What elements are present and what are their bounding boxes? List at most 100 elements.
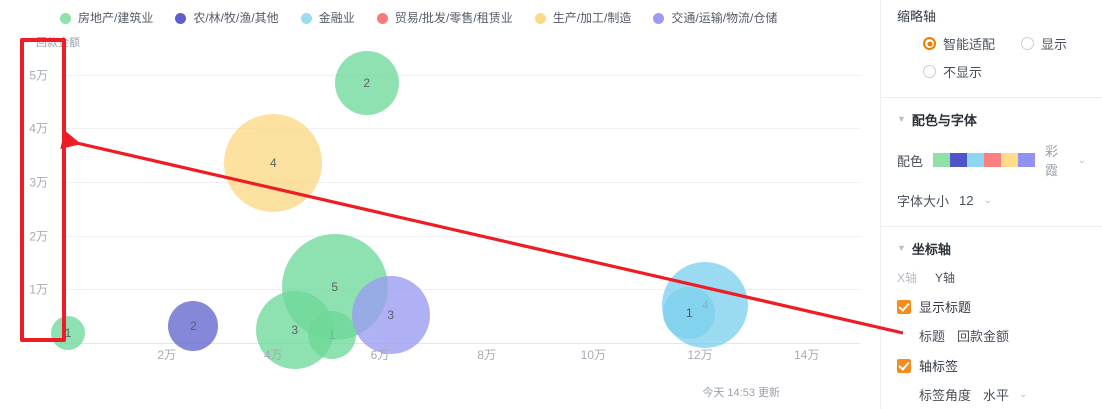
axis-title: 坐标轴 (911, 242, 951, 257)
bubble-label: 1 (685, 305, 693, 320)
x-tick-label: 6万 (370, 348, 390, 362)
palette-swatch (933, 153, 951, 167)
axis-header[interactable]: ▼ 坐标轴 (897, 239, 1086, 258)
axis-label-row[interactable]: 轴标签 (897, 356, 1086, 375)
zoom-axis-options-row-2: 不显示 (897, 62, 1086, 81)
font-size-row[interactable]: 字体大小 12 ⌄ (897, 191, 1086, 210)
palette-label: 配色 (897, 153, 924, 169)
x-axis-line (60, 343, 860, 344)
bubble-chart: 房地产/建筑业 农/林/牧/渔/其他 金融业 贸易/批发/零售/租赁业 生产/加工/制造… (29, 8, 860, 399)
bubble-label: 2 (189, 318, 197, 333)
palette-swatch (950, 153, 968, 167)
radio-icon-hide[interactable] (923, 65, 936, 78)
legend-color-dot-icon (175, 12, 187, 24)
bubble-label: 5 (331, 279, 338, 294)
x-tick-label: 14万 (793, 348, 820, 362)
chevron-down-icon[interactable]: ⌄ (983, 195, 992, 206)
legend-color-dot-icon (534, 12, 546, 24)
x-tick-label: 8万 (477, 348, 496, 362)
title-field-label: 标题 (919, 329, 946, 344)
divider-1 (881, 97, 1102, 98)
bubble-point[interactable]: 2 (168, 300, 219, 351)
x-tick-label: 10万 (580, 348, 607, 362)
show-title-row[interactable]: 显示标题 (897, 297, 1086, 316)
gridline (60, 128, 860, 130)
zoom-axis-title: 缩略轴 (897, 9, 937, 24)
chart-legend: 房地产/建筑业 农/林/牧/渔/其他 金融业 贸易/批发/零售/租赁业 生产/加工/制造… (60, 8, 860, 28)
font-size-value: 12 (959, 193, 974, 208)
gridline (60, 182, 860, 184)
show-title-label: 显示标题 (919, 300, 972, 315)
legend-label: 金融业 (318, 11, 355, 25)
title-field-value[interactable]: 回款金额 (957, 329, 1010, 344)
radio-label-show: 显示 (1041, 37, 1068, 52)
settings-panel: 缩略轴 智能适配 显示 不显示 ▼ (880, 0, 1102, 409)
x-tick-label: 2万 (157, 348, 176, 362)
legend-item-1[interactable]: 农/林/牧/渔/其他 (175, 11, 279, 25)
chevron-down-icon[interactable]: ⌄ (1019, 389, 1028, 400)
x-tick-label: 4万 (263, 348, 283, 362)
checkbox-show-title[interactable] (897, 299, 911, 314)
title-field-row[interactable]: 标题 回款金额 (897, 326, 1086, 345)
bubble-point[interactable]: 1 (663, 286, 716, 339)
update-timestamp: 今天 14:53 更新 (702, 387, 780, 399)
colors-fonts-section: ▼ 配色与字体 配色 彩霞 ⌄ 字体大小 12 ⌄ (881, 98, 1102, 210)
font-size-label: 字体大小 (897, 194, 950, 209)
radio-icon-show[interactable] (1021, 37, 1035, 50)
bubble-point[interactable]: 4 (224, 114, 323, 213)
radio-option-hide[interactable]: 不显示 (923, 62, 982, 81)
palette-swatch (967, 153, 985, 167)
palette-row[interactable]: 配色 彩霞 ⌄ (897, 141, 1086, 179)
y-tick-label: 2万 (29, 229, 48, 244)
chevron-down-icon[interactable]: ▼ (897, 114, 906, 124)
zoom-axis-options-row-1: 智能适配 显示 (897, 34, 1086, 53)
bubble-point[interactable]: 2 (334, 50, 399, 115)
palette-swatches[interactable] (933, 153, 1036, 167)
chevron-down-icon[interactable]: ▼ (897, 243, 906, 253)
label-angle-label: 标签角度 (919, 388, 972, 403)
axis-tabs: X轴 Y轴 (897, 269, 1086, 286)
legend-item-0[interactable]: 房地产/建筑业 (60, 12, 153, 24)
label-angle-row[interactable]: 标签角度 水平 ⌄ (897, 385, 1086, 404)
y-tick-label: 5万 (29, 68, 48, 83)
radio-option-show[interactable]: 显示 (1021, 34, 1067, 53)
checkbox-axis-label[interactable] (897, 358, 911, 373)
chevron-down-icon[interactable]: ⌄ (1077, 154, 1086, 166)
legend-label: 农/林/牧/渔/其他 (193, 11, 279, 25)
gridline (60, 235, 860, 237)
legend-item-5[interactable]: 交通/运输/物流/仓储 (653, 12, 777, 24)
legend-label: 生产/加工/制造 (552, 11, 632, 25)
plot-area: 1231534241 (51, 48, 860, 369)
bubble-label: 3 (387, 308, 394, 323)
tab-y-axis[interactable]: Y轴 (935, 271, 956, 285)
legend-color-dot-icon (300, 12, 312, 24)
y-tick-label: 3万 (29, 175, 48, 190)
legend-color-dot-icon (653, 12, 665, 24)
tab-x-axis[interactable]: X轴 (897, 271, 918, 285)
y-tick-label: 1万 (29, 282, 48, 297)
gridline (60, 74, 860, 76)
legend-item-2[interactable]: 金融业 (300, 11, 355, 25)
bubble-label: 1 (64, 326, 72, 341)
radio-label-smart-fit: 智能适配 (943, 37, 996, 52)
palette-swatch (1001, 153, 1019, 167)
colors-fonts-header[interactable]: ▼ 配色与字体 (897, 110, 1086, 129)
label-angle-value[interactable]: 水平 (983, 388, 1010, 403)
palette-swatch (1018, 153, 1036, 167)
colors-fonts-title: 配色与字体 (911, 113, 977, 128)
legend-item-3[interactable]: 贸易/批发/零售/租赁业 (376, 11, 513, 25)
legend-color-dot-icon (376, 12, 388, 24)
radio-option-smart-fit[interactable]: 智能适配 (923, 34, 995, 53)
palette-swatch (984, 153, 1002, 167)
legend-item-4[interactable]: 生产/加工/制造 (534, 11, 632, 25)
legend-label: 贸易/批发/零售/租赁业 (394, 11, 513, 25)
divider-2 (881, 226, 1102, 227)
axis-label-label: 轴标签 (919, 359, 959, 374)
legend-label: 交通/运输/物流/仓储 (671, 11, 778, 25)
bubble-point[interactable]: 3 (351, 276, 430, 355)
zoom-axis-section: 缩略轴 智能适配 显示 不显示 (881, 0, 1102, 81)
legend-label: 房地产/建筑业 (78, 11, 154, 25)
radio-icon-smart-fit[interactable] (923, 37, 936, 50)
axis-section: ▼ 坐标轴 X轴 Y轴 显示标题 标题 回款金额 轴标签 标签角度 水 (881, 227, 1102, 409)
bubble-point[interactable]: 1 (51, 316, 85, 351)
